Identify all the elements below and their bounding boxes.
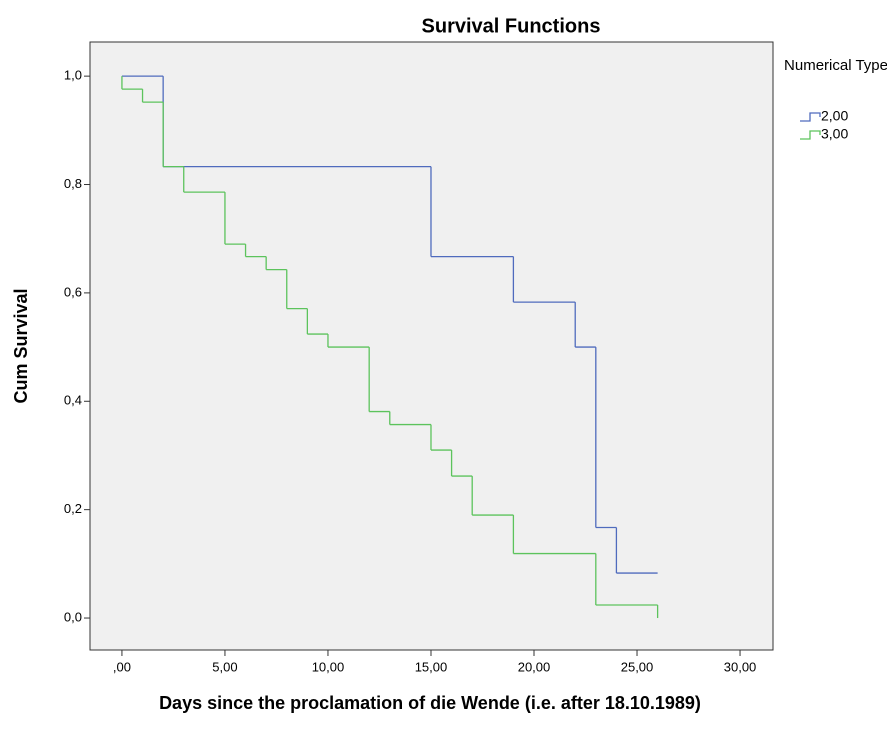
x-axis-label: Days since the proclamation of die Wende… <box>159 693 701 713</box>
x-tick-label: 5,00 <box>212 659 237 674</box>
chart-title: Survival Functions <box>422 15 601 37</box>
x-tick-label: 30,00 <box>724 659 757 674</box>
legend-swatch <box>800 112 821 122</box>
legend-label: 3,00 <box>821 126 848 142</box>
y-tick-label: 0,8 <box>64 176 82 191</box>
y-axis-label: Cum Survival <box>11 288 31 403</box>
y-tick-label: 0,0 <box>64 609 82 624</box>
x-tick-label: ,00 <box>113 659 131 674</box>
y-tick-label: 0,6 <box>64 284 82 299</box>
y-tick-label: 1,0 <box>64 68 82 83</box>
legend-label: 2,00 <box>821 108 848 124</box>
x-tick-label: 15,00 <box>415 659 448 674</box>
x-tick-label: 20,00 <box>518 659 551 674</box>
y-tick-label: 0,2 <box>64 501 82 516</box>
x-tick-label: 10,00 <box>312 659 345 674</box>
x-tick-label: 25,00 <box>621 659 654 674</box>
legend-title: Numerical Type <box>784 57 887 74</box>
y-tick-label: 0,4 <box>64 393 82 408</box>
plot-area <box>89 41 774 651</box>
legend-swatch <box>800 130 821 140</box>
